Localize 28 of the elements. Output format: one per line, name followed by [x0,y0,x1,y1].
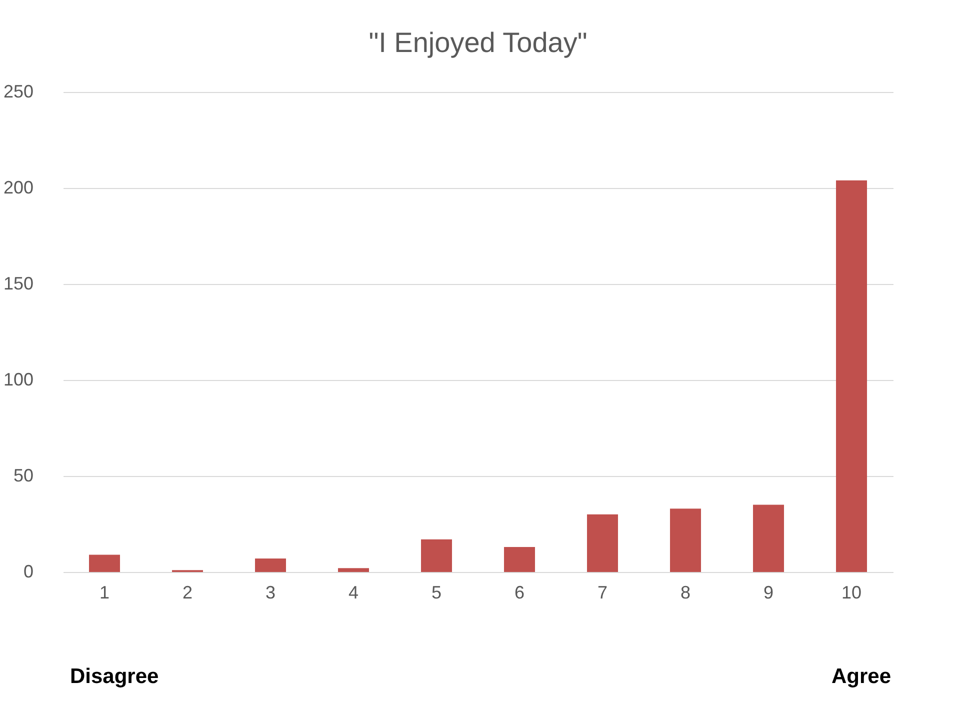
y-tick-label: 0 [23,562,34,582]
bar [753,504,784,572]
x-tick-label: 3 [265,582,276,602]
y-tick-label: 50 [13,466,34,486]
y-tick-label: 200 [3,178,34,198]
x-tick-label: 6 [514,582,525,602]
x-tick-label: 5 [431,582,442,602]
x-tick-label: 8 [680,582,691,602]
text: Disagree [70,665,159,688]
bar [255,558,286,572]
x-tick-label: 10 [841,582,862,602]
x-tick-label: 7 [597,582,608,602]
x-tick-label: 1 [99,582,110,602]
x-tick-label: 9 [763,582,774,602]
y-tick-label: 100 [3,370,34,390]
bar [670,508,701,572]
bar [89,554,120,572]
chart-title: "I Enjoyed Today" [368,27,588,58]
text: Agree [831,665,891,688]
x-tick-label: 4 [348,582,359,602]
bar [504,547,535,572]
x-tick-label: 2 [182,582,193,602]
bar [338,568,369,572]
bar [587,514,618,572]
bar [421,539,452,572]
y-tick-label: 150 [3,274,34,294]
y-tick-label: 250 [3,82,34,102]
bar [836,180,867,572]
